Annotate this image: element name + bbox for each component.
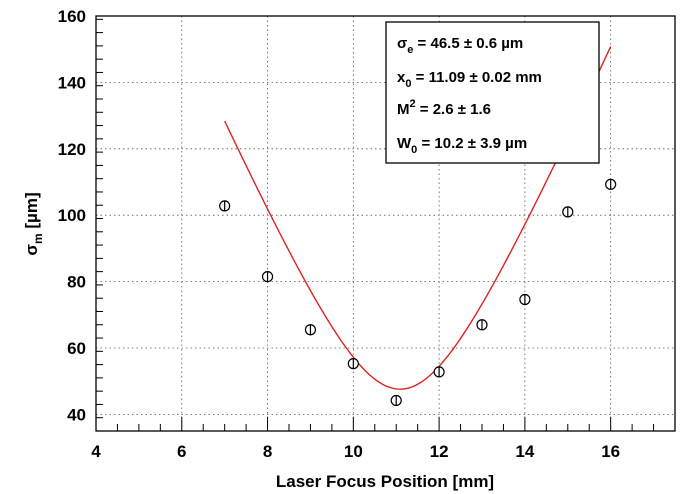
points-layer [219, 178, 617, 407]
x-axis: 4 6 8 10 12 14 16 [91, 417, 676, 461]
x-tick-label: 6 [177, 442, 186, 461]
y-tick-label: 120 [58, 140, 86, 159]
data-point [347, 358, 359, 370]
y-tick-label: 140 [58, 73, 86, 92]
data-point [519, 293, 531, 306]
x-tick-label: 8 [263, 442, 272, 461]
stats-line-subscript: e [407, 44, 413, 56]
y-axis-title: σm [µm] [22, 192, 45, 255]
data-point [605, 178, 617, 190]
x-tick-label: 10 [344, 442, 363, 461]
x-tick-label: 16 [601, 442, 620, 461]
data-point [219, 200, 231, 212]
stats-line-symbol: x [397, 69, 406, 86]
stats-line-symbol: W [397, 135, 412, 152]
stats-line-subscript: 0 [405, 78, 411, 90]
x-axis-title: Laser Focus Position [mm] [276, 472, 494, 491]
y-tick-label: 80 [67, 273, 86, 292]
data-point [562, 206, 574, 218]
fit-curve [224, 46, 612, 390]
y-tick-label: 60 [67, 339, 86, 358]
stats-line-value: = 10.2 ± 3.9 µm [417, 135, 527, 152]
stats-line-superscript: 2 [410, 98, 416, 110]
data-point [476, 319, 488, 331]
y-tick-label: 100 [58, 206, 86, 225]
x-tick-label: 4 [91, 442, 101, 461]
x-tick-label: 14 [515, 442, 534, 461]
fit-layer [224, 46, 612, 390]
y-axis-title-unit: [µm] [22, 192, 41, 233]
stats-line-symbol: σ [397, 35, 407, 52]
stats-box-frame [385, 21, 600, 164]
stats-line: σe = 46.5 ± 0.6 µm [397, 35, 523, 56]
plot-frame [95, 15, 676, 432]
x-tick-label: 12 [430, 442, 449, 461]
stats-line: M2 = 2.6 ± 1.6 [397, 98, 491, 118]
stats-line-value: = 2.6 ± 1.6 [416, 101, 491, 118]
stats-line-value: = 11.09 ± 0.02 mm [411, 69, 541, 86]
data-point [390, 394, 402, 407]
y-tick-label: 40 [67, 405, 86, 424]
y-axis-title-subscript: m [31, 233, 45, 244]
stats-line: x0 = 11.09 ± 0.02 mm [397, 69, 542, 90]
data-point [304, 324, 317, 336]
y-axis: 40 60 80 100 120 140 160 [58, 7, 103, 432]
data-point [261, 271, 274, 283]
y-tick-label: 160 [58, 7, 86, 26]
stats-line: W0 = 10.2 ± 3.9 µm [397, 135, 527, 156]
stats-line-subscript: 0 [411, 144, 417, 156]
stats-line-value: = 46.5 ± 0.6 µm [413, 35, 523, 52]
data-point [433, 366, 445, 378]
stats-line-symbol: M [397, 101, 410, 118]
y-axis-title-symbol: σ [22, 244, 41, 256]
